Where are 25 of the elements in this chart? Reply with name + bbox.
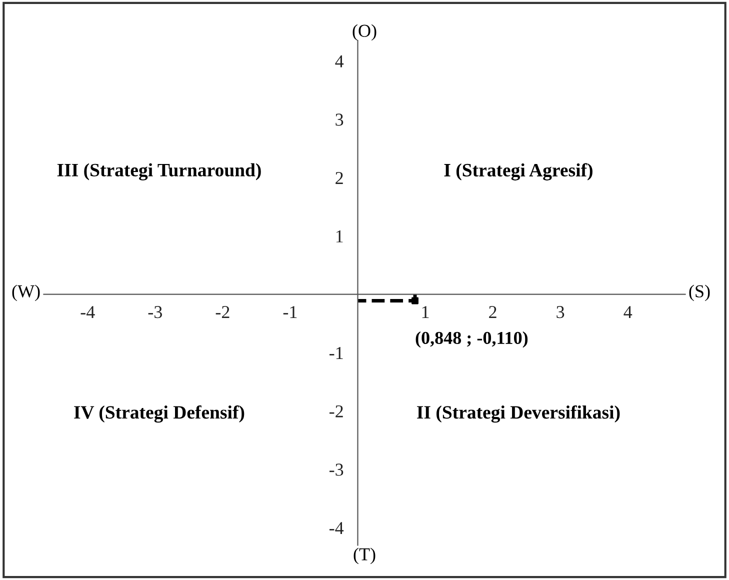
x-tick-label: -3 bbox=[148, 306, 162, 318]
annotation: II (Strategi Deversifikasi) bbox=[417, 405, 620, 423]
x-tick-label: 1 bbox=[422, 306, 429, 318]
annotation: IV (Strategi Defensif) bbox=[74, 405, 244, 423]
y-tick-label: -2 bbox=[329, 405, 343, 418]
y-tick-label: 1 bbox=[336, 230, 343, 242]
y-tick-label: 4 bbox=[335, 55, 344, 68]
x-tick-label: 4 bbox=[624, 306, 632, 318]
x-tick-label: -2 bbox=[216, 306, 230, 318]
y-tick-label: -3 bbox=[329, 464, 344, 476]
x-tick-label: -4 bbox=[80, 306, 95, 318]
annotation: I (Strategi Agresif) bbox=[444, 163, 592, 180]
annotation: III (Strategi Turnaround) bbox=[57, 163, 261, 180]
y-tick-label: -4 bbox=[329, 522, 344, 534]
x-tick-label: 3 bbox=[556, 306, 564, 318]
text: (T) bbox=[354, 548, 376, 564]
x-tick-label: -1 bbox=[283, 306, 297, 318]
text: (S) bbox=[689, 284, 710, 302]
y-tick-label: 3 bbox=[336, 114, 344, 126]
text: (O) bbox=[352, 24, 376, 41]
annotation: (0,848 ; -0,110) bbox=[416, 331, 528, 348]
y-tick-label: -1 bbox=[329, 347, 343, 359]
y-tick-label: 2 bbox=[336, 172, 343, 184]
x-tick-label: 2 bbox=[489, 306, 496, 318]
text: (W) bbox=[12, 284, 40, 302]
